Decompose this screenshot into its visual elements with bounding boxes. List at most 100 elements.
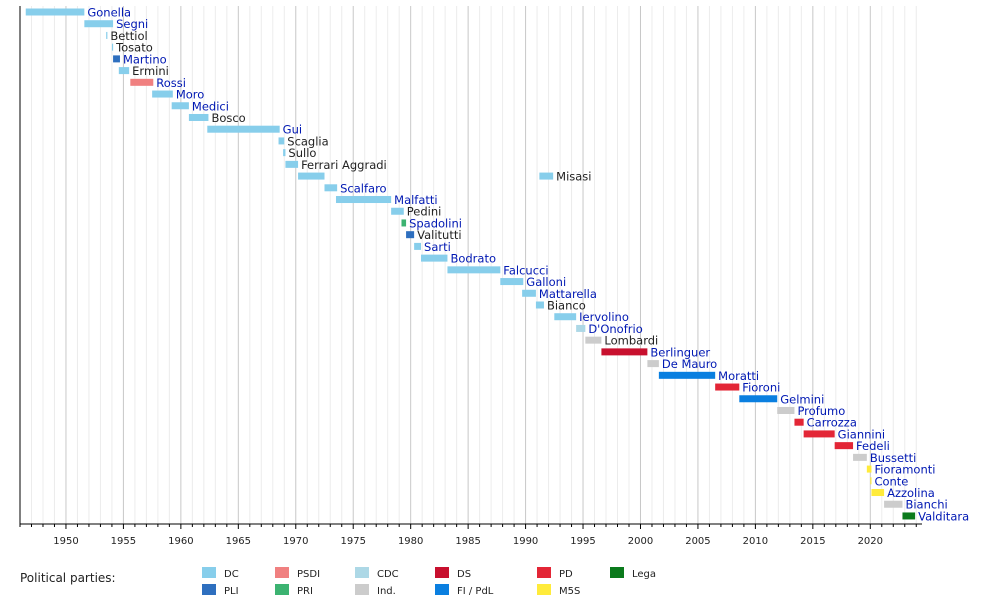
minister-label: Pedini [407,205,442,219]
minister-label[interactable]: Gui [283,123,302,137]
minister-bar [539,172,554,180]
legend-swatch [275,584,289,595]
minister-bar [283,149,286,157]
x-tick-label: 1980 [398,536,423,547]
minister-label[interactable]: Moratti [718,369,759,383]
minister-label: Ermini [132,64,169,78]
minister-label[interactable]: Giannini [838,427,885,441]
x-tick-label: 1950 [53,536,78,547]
minister-bar [130,78,154,86]
minister-label[interactable]: Valditara [918,509,969,523]
minister-label[interactable]: Bianchi [905,498,947,512]
minister-label[interactable]: Fedeli [856,439,890,453]
minister-bar [866,465,872,473]
minister-label: Ferrari Aggradi [301,158,387,172]
minister-label[interactable]: De Mauro [662,357,717,371]
minister-label[interactable]: Gonella [87,6,131,20]
minister-label[interactable]: Mattarella [539,287,597,301]
minister-label[interactable]: Berlinguer [650,345,710,359]
x-tick-label: 1970 [283,536,308,547]
minister-bar [335,196,392,204]
minister-bar [406,231,415,239]
minister-bar [853,453,867,461]
minister-bar [171,102,189,110]
legend-label: Lega [632,569,656,580]
legend-label: PLI [224,586,239,597]
minister-label: Lombardi [604,334,658,348]
legend-swatch [202,567,216,578]
legend-label: DC [224,569,239,580]
x-tick-label: 2000 [628,536,653,547]
grid-lines [19,6,917,524]
legend-label: PD [559,569,573,580]
legend-swatch [435,584,449,595]
minister-label[interactable]: Sarti [424,240,451,254]
x-tick-label: 2005 [685,536,710,547]
minister-bar [585,336,602,344]
minister-label[interactable]: Moro [176,88,204,102]
legend-label: CDC [377,569,399,580]
minister-bar [871,489,885,497]
minister-label[interactable]: Scalfaro [340,181,386,195]
minister-label[interactable]: Fioroni [742,381,780,395]
minister-bar [118,67,130,75]
legend-label: DS [457,569,471,580]
minister-bar [554,313,577,321]
minister-bar [113,55,120,63]
minister-bar [803,430,835,438]
minister-label[interactable]: Profumo [797,404,845,418]
minister-label[interactable]: Carrozza [807,416,857,430]
minister-label: Misasi [556,170,591,184]
x-tick-label: 1995 [570,536,595,547]
x-tick-label: 2020 [858,536,883,547]
party-legend: Political parties: DC PLI PSDI PRI CDC Ind. DS… [20,567,656,597]
legend-label: PRI [297,586,313,597]
minister-label[interactable]: Gelmini [780,392,824,406]
minister-bar [25,8,85,16]
minister-bar [401,219,407,227]
minister-bar [500,278,524,286]
minister-label[interactable]: Bodrato [450,252,496,266]
minister-label[interactable]: Medici [192,99,229,113]
minister-label[interactable]: Conte [874,474,908,488]
minister-label[interactable]: Falcucci [503,263,548,277]
minister-label[interactable]: Segni [116,17,148,31]
minister-label[interactable]: Martino [123,52,167,66]
legend-label: M5S [559,586,580,597]
minister-bar [739,395,778,403]
minister-bars [25,8,916,520]
minister-bar [576,324,586,332]
minister-label[interactable]: Iervolino [579,310,629,324]
minister-bar [278,137,285,145]
minister-bar [647,360,659,368]
minister-bar [870,477,872,485]
minister-bar [152,90,173,98]
legend-swatch [537,567,551,578]
x-tick-label: 1975 [340,536,365,547]
minister-label: Bettiol [110,29,147,43]
minister-label[interactable]: Azzolina [887,486,935,500]
x-tick-label: 1965 [226,536,251,547]
minister-bar [188,113,209,121]
minister-bar [658,371,716,379]
x-tick-label: 1990 [513,536,538,547]
minister-label[interactable]: Spadolini [409,216,462,230]
minister-bar [522,289,536,297]
x-tick-label: 2010 [743,536,768,547]
minister-label[interactable]: Fioramonti [874,463,935,477]
minister-bar [601,348,648,356]
x-axis: 1950 1955 1960 1965 1970 1975 1980 1985 1990 1995… [19,6,922,547]
x-tick-label: 1960 [168,536,193,547]
minister-bar [715,383,740,391]
minister-label[interactable]: Galloni [526,275,566,289]
minister-bar [391,207,404,215]
legend-swatch [355,584,369,595]
minister-label[interactable]: Malfatti [394,193,437,207]
minister-label[interactable]: D'Onofrio [588,322,642,336]
x-tick-label: 1955 [111,536,136,547]
x-tick-label: 1985 [455,536,480,547]
minister-bar [777,406,795,414]
minister-label[interactable]: Bussetti [870,451,916,465]
minister-label[interactable]: Rossi [156,76,186,90]
